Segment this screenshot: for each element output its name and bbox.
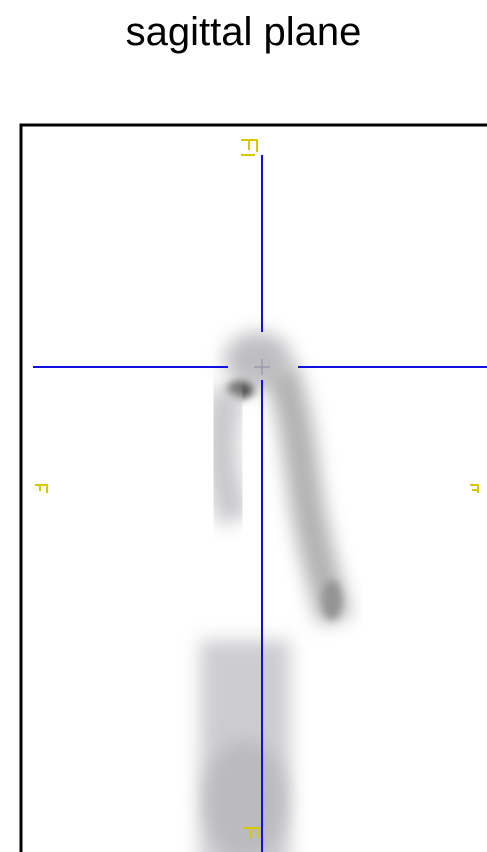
image-title: sagittal plane <box>125 10 362 54</box>
crosshair <box>33 155 487 852</box>
uptake-image <box>200 332 352 852</box>
center-mark <box>254 359 270 375</box>
orientation-markers <box>35 139 479 838</box>
